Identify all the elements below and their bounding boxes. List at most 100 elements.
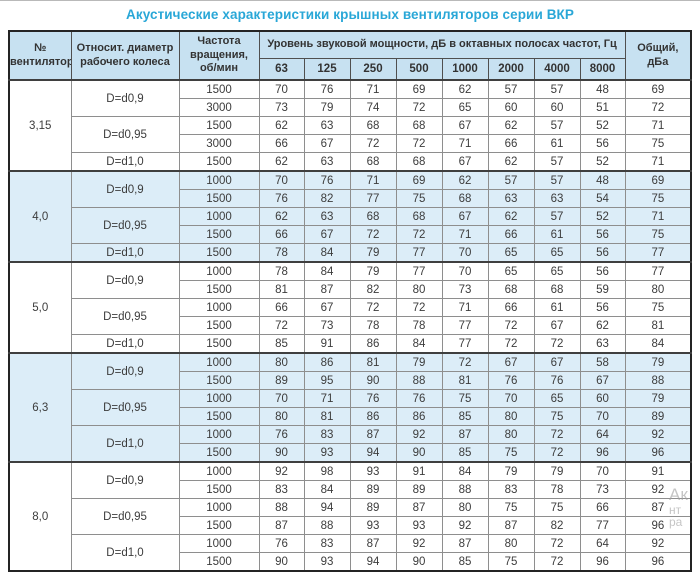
header-freq-500: 500 [395,57,443,81]
sound-level-cell: 72 [487,316,535,335]
sound-level-cell: 79 [349,243,397,263]
table-row: D=d1,0 1500 85 91 86 84 77 72 72 63 84 [9,334,692,354]
sound-level-cell: 67 [303,134,351,153]
table-row: D=d0,95 1000 70 71 76 76 75 70 65 60 79 [9,389,692,426]
sound-level-cell: 75 [487,552,535,572]
sound-level-cell: 86 [349,407,397,426]
rpm-cell: 1500 [178,480,260,499]
sound-level-cell: 66 [487,225,535,244]
diameter-cell: D=d0,9 [70,170,180,208]
sound-level-cell: 78 [395,316,443,335]
sound-level-cell: 93 [349,461,397,481]
rpm-cell: 1500 [178,225,260,244]
sound-level-cell: 77 [441,334,489,354]
sound-level-cell: 75 [441,389,489,408]
sound-level-cell: 85 [441,443,489,463]
sound-level-cell: 79 [533,461,581,481]
sound-level-cell: 92 [395,534,443,553]
rpm-cell: 1000 [178,425,260,444]
sound-level-cell: 85 [441,552,489,572]
watermark-fragment: ра [669,515,683,530]
rpm-cell: 3000 [178,98,260,117]
fan-number-cell: 8,0 [8,461,72,572]
sound-level-cell: 61 [533,298,581,317]
sound-level-cell: 66 [487,298,535,317]
sound-level-cell: 66 [258,134,305,153]
sound-level-cell: 62 [487,207,535,226]
table-row: 1500 76 82 77 75 68 63 63 54 75 [9,189,692,208]
sound-level-cell: 84 [303,261,351,281]
total-dba-cell: 75 [624,298,692,317]
sound-level-cell: 92 [258,461,305,481]
sound-level-cell: 95 [303,371,351,390]
diameter-cell: D=d0,9 [70,261,180,299]
sound-level-cell: 89 [349,498,397,517]
sound-level-cell: 83 [303,534,351,553]
sound-level-cell: 76 [303,79,351,99]
sound-level-cell: 81 [349,352,397,372]
sound-level-cell: 57 [487,170,535,190]
table-row: D=d1,0 1000 76 83 87 92 87 80 72 64 92 [9,534,692,572]
rpm-cell: 1500 [178,334,260,354]
diameter-cell: D=d0,95 [70,116,180,153]
sound-level-cell: 67 [303,298,351,317]
rpm-cell: 1500 [178,443,260,463]
sound-level-cell: 71 [441,298,489,317]
sound-level-cell: 68 [487,280,535,299]
sound-level-cell: 77 [395,261,443,281]
total-dba-cell: 79 [624,352,692,372]
sound-level-cell: 67 [533,352,581,372]
sound-level-cell: 62 [258,152,305,172]
sound-level-cell: 72 [349,298,397,317]
sound-level-cell: 52 [579,207,626,226]
rpm-cell: 1500 [178,371,260,390]
sound-level-cell: 72 [395,134,443,153]
table-row: D=d0,95 1000 62 63 68 68 67 62 57 52 71 [9,207,692,244]
header-fan-number: № вентилятора [8,30,72,81]
rpm-cell: 1000 [178,534,260,553]
table-row: 3,15 D=d0,9 1500 70 76 71 69 62 57 57 48 69 [8,79,692,172]
rpm-cell: 1500 [178,407,260,426]
sound-level-cell: 78 [258,243,305,263]
sound-level-cell: 72 [533,552,581,572]
sound-level-cell: 70 [487,389,535,408]
sound-level-cell: 76 [303,170,351,190]
sound-level-cell: 70 [441,261,489,281]
sound-level-cell: 72 [441,352,489,372]
sound-level-cell: 76 [258,425,305,444]
sound-level-cell: 89 [395,480,443,499]
sound-level-cell: 86 [303,352,351,372]
sound-level-cell: 96 [579,443,626,463]
sound-level-cell: 62 [258,116,305,135]
sound-level-cell: 65 [441,98,489,117]
table-row: 3000 66 67 72 72 71 66 61 56 75 [9,134,692,153]
sound-level-cell: 86 [349,334,397,354]
sound-level-cell: 72 [533,334,581,354]
sound-level-cell: 76 [487,371,535,390]
diameter-cell: D=d0,95 [70,389,180,426]
sound-level-cell: 81 [441,371,489,390]
sound-level-cell: 66 [579,498,626,517]
sound-level-cell: 72 [395,225,443,244]
sound-level-cell: 57 [533,207,581,226]
sound-level-cell: 68 [395,207,443,226]
diameter-cell: D=d0,9 [70,79,180,117]
sound-level-cell: 60 [533,98,581,117]
sound-level-cell: 78 [258,261,305,281]
sound-level-cell: 84 [303,243,351,263]
rpm-cell: 1500 [178,552,260,572]
sound-level-cell: 76 [349,389,397,408]
header-row-2: 63 125 250 500 1000 2000 4000 8000 [9,57,691,81]
sound-level-cell: 84 [303,480,351,499]
header-row-1: № вентилятора Относит. диаметр рабочего … [8,30,692,81]
sound-level-cell: 84 [395,334,443,354]
sound-level-cell: 72 [395,298,443,317]
sound-level-cell: 64 [579,534,626,553]
header-freq-250: 250 [349,57,397,81]
sound-level-cell: 68 [349,116,397,135]
header-freq-8000: 8000 [579,57,626,81]
page-title: Акустические характеристики крышных вент… [125,7,574,22]
sound-level-cell: 70 [258,79,305,99]
rpm-cell: 1000 [178,498,260,517]
sound-level-cell: 76 [395,389,443,408]
